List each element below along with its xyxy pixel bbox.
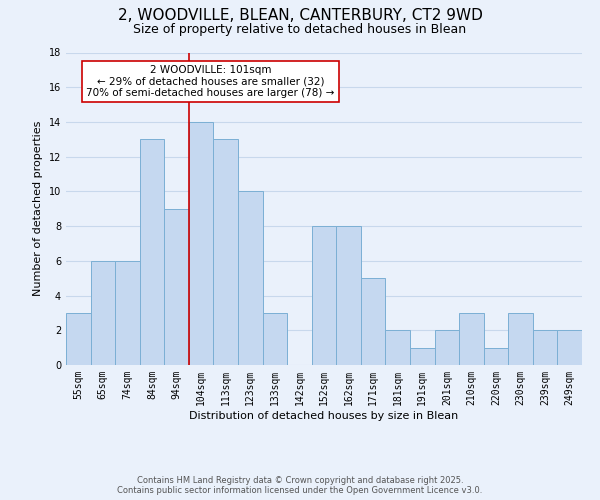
Bar xyxy=(115,261,140,365)
Bar xyxy=(164,209,189,365)
Bar xyxy=(385,330,410,365)
Text: Size of property relative to detached houses in Blean: Size of property relative to detached ho… xyxy=(133,22,467,36)
Bar xyxy=(434,330,459,365)
Bar xyxy=(312,226,336,365)
Bar xyxy=(459,313,484,365)
Text: 2 WOODVILLE: 101sqm
← 29% of detached houses are smaller (32)
70% of semi-detach: 2 WOODVILLE: 101sqm ← 29% of detached ho… xyxy=(86,65,335,98)
Bar xyxy=(66,313,91,365)
Bar xyxy=(533,330,557,365)
Bar xyxy=(140,140,164,365)
Text: 2, WOODVILLE, BLEAN, CANTERBURY, CT2 9WD: 2, WOODVILLE, BLEAN, CANTERBURY, CT2 9WD xyxy=(118,8,482,22)
Bar xyxy=(484,348,508,365)
Bar xyxy=(410,348,434,365)
Bar xyxy=(557,330,582,365)
Bar xyxy=(214,140,238,365)
Bar xyxy=(189,122,214,365)
Bar xyxy=(508,313,533,365)
Bar xyxy=(263,313,287,365)
Bar xyxy=(91,261,115,365)
Bar xyxy=(336,226,361,365)
Y-axis label: Number of detached properties: Number of detached properties xyxy=(33,121,43,296)
Bar xyxy=(238,192,263,365)
Bar xyxy=(361,278,385,365)
Text: Contains HM Land Registry data © Crown copyright and database right 2025.
Contai: Contains HM Land Registry data © Crown c… xyxy=(118,476,482,495)
X-axis label: Distribution of detached houses by size in Blean: Distribution of detached houses by size … xyxy=(190,410,458,420)
